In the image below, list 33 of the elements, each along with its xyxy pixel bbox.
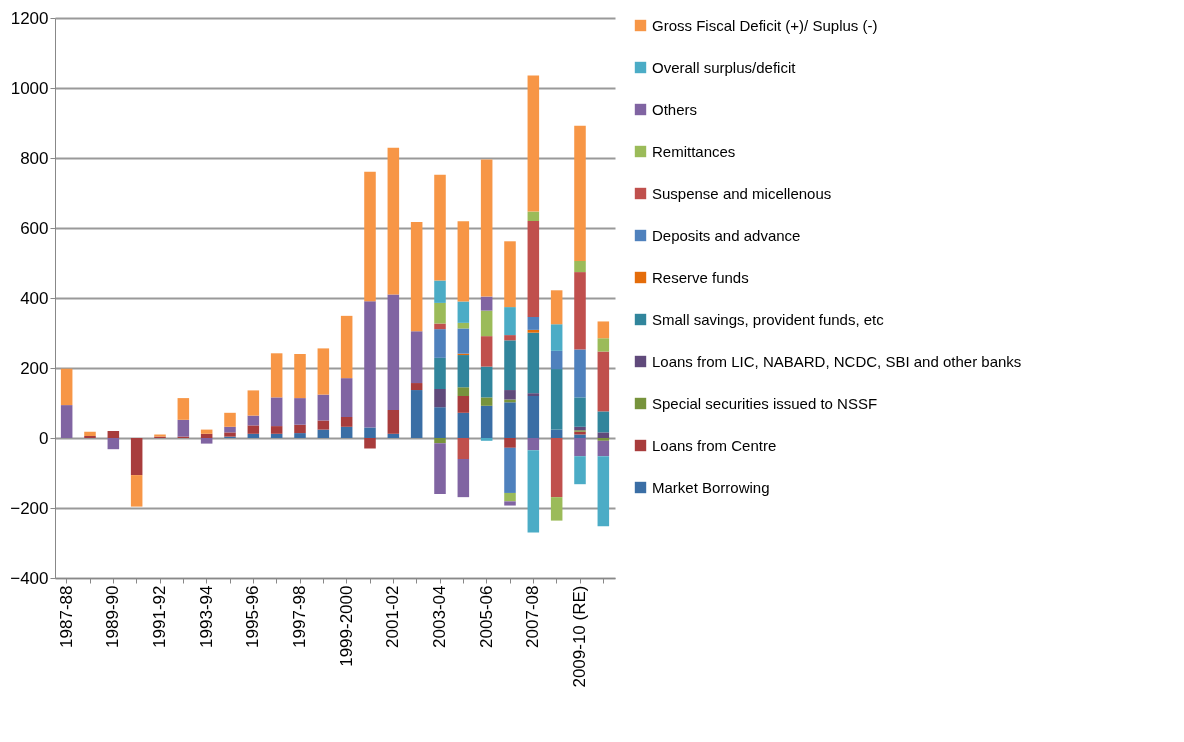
legend-label: Deposits and advance <box>652 226 801 244</box>
legend-label: Market Borrowing <box>652 478 770 496</box>
x-tick-label: 1989-90 <box>103 585 123 648</box>
legend-label: Remittances <box>652 142 736 160</box>
y-tick-label: 800 <box>20 148 49 168</box>
y-tick-label: 200 <box>20 358 49 378</box>
legend-label: Suspense and micellenous <box>652 184 832 202</box>
y-tick-label: 0 <box>39 428 49 448</box>
y-tick-label: 400 <box>20 288 49 308</box>
y-tick-label: −400 <box>10 568 49 588</box>
x-tick-label: 1995-96 <box>243 585 263 648</box>
legend-label: Others <box>652 100 698 118</box>
x-tick-label: 1993-94 <box>196 585 216 648</box>
x-tick-label: 2009-10 (RE) <box>570 585 589 688</box>
y-tick-label: 1000 <box>10 78 49 98</box>
x-tick-label: 2005-06 <box>476 585 496 648</box>
x-tick-label: 2001-02 <box>383 585 403 648</box>
legend-label: Reserve funds <box>652 268 749 286</box>
x-tick-label: 1999-2000 <box>336 585 356 667</box>
x-tick-label: 1997-98 <box>290 585 309 648</box>
y-tick-label: 1200 <box>10 8 49 28</box>
x-tick-label: 2007-08 <box>523 585 543 648</box>
y-tick-label: −200 <box>10 498 49 518</box>
legend-label: Loans from LIC, NABARD, NCDC, SBI and other banks <box>652 352 1022 370</box>
legend-label: Special securities issued to NSSF <box>652 394 878 412</box>
y-tick-label: 600 <box>20 218 49 238</box>
legend-label: Overall surplus/deficit <box>652 58 797 76</box>
x-tick-label: 1991-92 <box>150 585 169 648</box>
legend-label: Gross Fiscal Deficit (+)/ Suplus (-) <box>652 16 878 34</box>
x-tick-label: 2003-04 <box>430 585 449 648</box>
x-tick-label: 1987-88 <box>56 585 76 648</box>
legend-label: Loans from Centre <box>652 436 777 454</box>
legend-label: Small savings, provident funds, etc <box>652 310 885 328</box>
